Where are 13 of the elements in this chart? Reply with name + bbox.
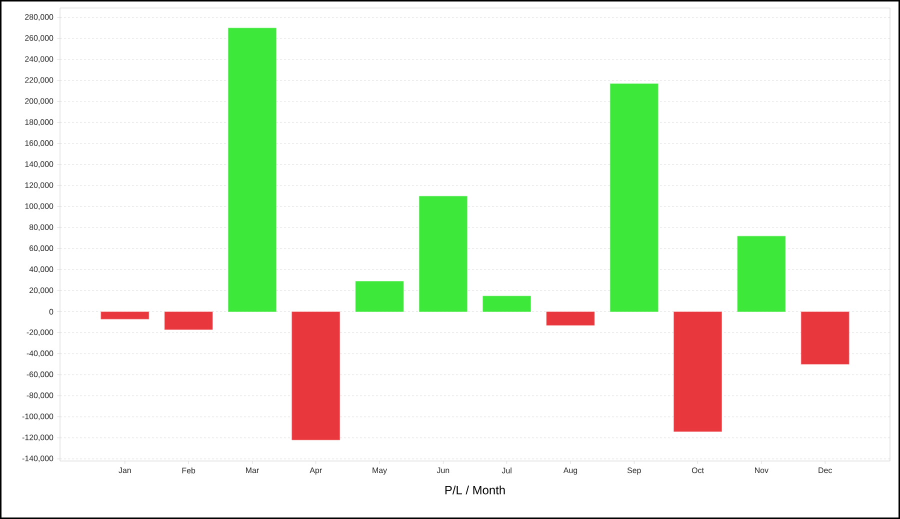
bar <box>546 312 595 326</box>
bar <box>355 281 404 312</box>
bar <box>418 196 468 312</box>
bar <box>100 312 150 320</box>
bar <box>737 236 786 312</box>
bar <box>610 83 658 312</box>
bar <box>674 312 722 432</box>
bar <box>292 312 340 440</box>
bar <box>482 296 532 312</box>
x-axis-title: P/L / Month <box>445 486 505 494</box>
bar <box>164 312 213 330</box>
bar <box>228 28 276 312</box>
bar <box>800 312 850 364</box>
